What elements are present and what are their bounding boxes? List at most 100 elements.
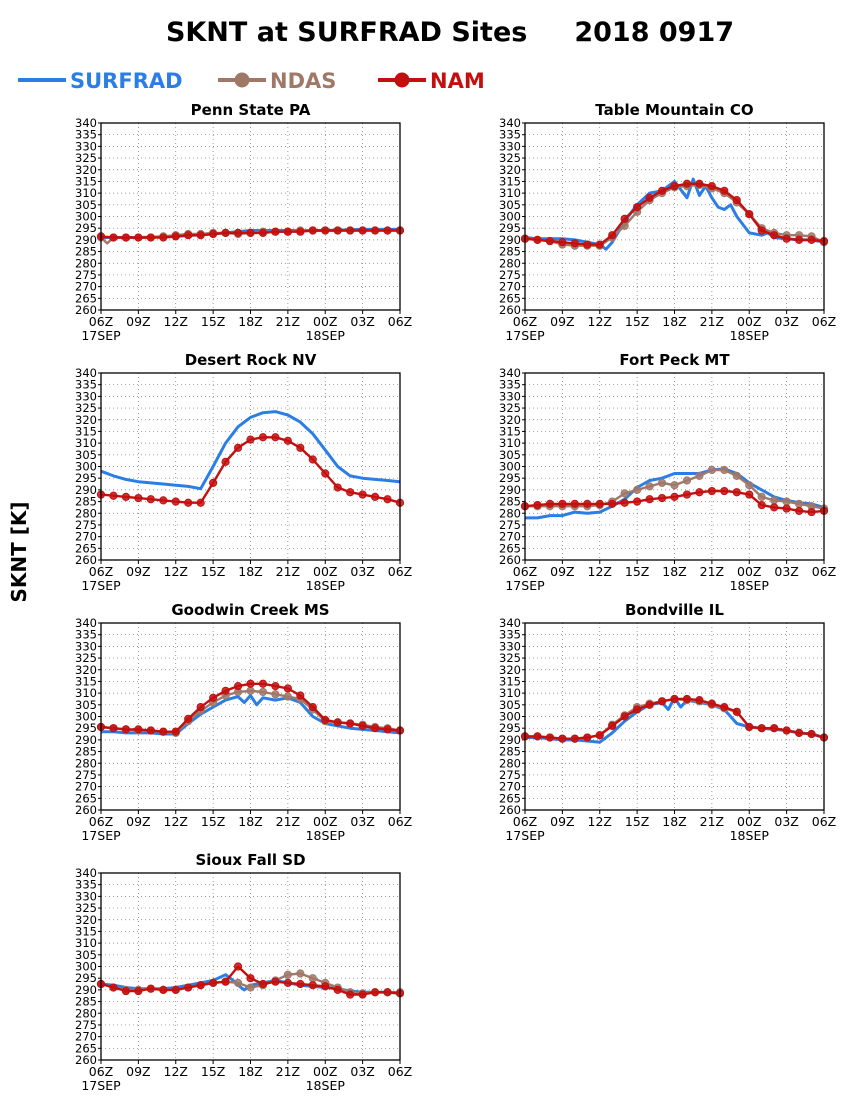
y-tick-label: 280 (499, 506, 521, 520)
data-point-ndas (258, 687, 268, 697)
data-point-nam (707, 182, 716, 191)
data-point-nam (159, 496, 168, 505)
x-tick-label: 09Z (126, 1064, 150, 1079)
y-tick-label: 300 (75, 710, 97, 724)
data-point-nam (782, 504, 791, 513)
data-point-nam (333, 985, 342, 994)
x-tick-label: 06Z (89, 564, 113, 579)
y-tick-label: 305 (75, 948, 97, 962)
data-point-nam (770, 503, 779, 512)
x-date-label: 18SEP (306, 578, 346, 593)
data-point-nam (794, 235, 804, 244)
y-tick-label: 265 (75, 791, 97, 805)
y-tick-label: 265 (499, 541, 521, 555)
data-point-nam (570, 239, 579, 248)
data-point-ndas (620, 489, 629, 498)
y-tick-label: 285 (75, 245, 97, 259)
data-point-nam (657, 186, 667, 195)
data-point-nam (321, 715, 330, 725)
data-point-ndas (682, 476, 692, 485)
x-date-label: 17SEP (505, 328, 545, 343)
data-point-nam (296, 443, 305, 452)
data-point-nam (109, 724, 118, 733)
panel-title: Bondville IL (625, 601, 724, 619)
data-point-nam (358, 226, 367, 235)
plot-frame (100, 372, 401, 561)
y-tick-label: 260 (499, 803, 521, 817)
data-point-nam (732, 196, 741, 205)
x-tick-label: 09Z (126, 314, 150, 329)
y-tick-label: 305 (499, 448, 521, 462)
y-tick-label: 335 (75, 628, 97, 642)
y-tick-label: 285 (75, 995, 97, 1009)
y-tick-label: 275 (75, 518, 97, 532)
y-tick-label: 320 (499, 413, 521, 427)
data-point-nam (246, 228, 255, 237)
y-tick-label: 330 (499, 389, 521, 403)
y-tick-label: 260 (499, 303, 521, 317)
y-tick-label: 325 (75, 901, 97, 915)
x-tick-label: 06Z (812, 814, 836, 829)
y-tick-label: 330 (75, 139, 97, 153)
x-tick-label: 12Z (164, 814, 188, 829)
panel-title: Desert Rock NV (185, 351, 317, 369)
data-point-nam (333, 483, 342, 492)
data-point-nam (283, 227, 292, 236)
data-point-nam (358, 490, 367, 499)
x-tick-label: 09Z (550, 814, 574, 829)
x-date-label: 18SEP (730, 328, 770, 343)
y-tick-label: 310 (75, 936, 97, 950)
data-point-ndas (670, 481, 679, 490)
series-line-surfrad (101, 694, 401, 736)
y-tick-label: 280 (75, 1006, 97, 1020)
data-point-nam (209, 229, 218, 239)
y-tick-label: 265 (499, 291, 521, 305)
data-point-nam (720, 486, 729, 496)
legend-marker-nam (394, 72, 410, 88)
x-tick-label: 18Z (662, 314, 686, 329)
plot-area (525, 373, 824, 560)
x-tick-label: 00Z (313, 564, 337, 579)
data-point-nam (358, 990, 367, 999)
y-tick-label: 290 (75, 733, 97, 747)
data-point-nam (296, 691, 305, 700)
y-tick-label: 270 (499, 780, 521, 794)
data-point-nam (121, 725, 131, 734)
plot-area (101, 623, 400, 810)
data-point-nam (283, 684, 292, 693)
plot-frame (100, 872, 401, 1061)
x-tick-label: 12Z (164, 314, 188, 329)
y-tick-label: 310 (75, 436, 97, 450)
data-point-ndas (695, 471, 704, 480)
y-tick-label: 265 (75, 541, 97, 555)
x-tick-label: 15Z (201, 314, 225, 329)
plot-frame (524, 122, 825, 311)
x-tick-label: 00Z (737, 814, 761, 829)
y-tick-label: 325 (75, 651, 97, 665)
data-point-nam (333, 718, 342, 727)
panel-6: 2602652702752802852902953003053103153203… (75, 851, 412, 1093)
y-tick-label: 335 (499, 378, 521, 392)
y-tick-label: 320 (499, 663, 521, 677)
y-tick-label: 320 (499, 163, 521, 177)
data-point-nam (794, 728, 804, 737)
y-tick-label: 265 (75, 1041, 97, 1055)
data-point-nam (184, 498, 193, 507)
y-tick-label: 295 (75, 971, 97, 985)
y-tick-label: 285 (75, 495, 97, 509)
data-point-nam (196, 231, 205, 240)
data-point-nam (308, 455, 317, 464)
x-date-label: 18SEP (306, 328, 346, 343)
y-tick-label: 330 (75, 389, 97, 403)
data-point-nam (308, 981, 317, 990)
data-point-ndas (745, 481, 754, 490)
data-point-nam (545, 499, 555, 508)
y-tick-label: 270 (75, 1030, 97, 1044)
x-tick-label: 18Z (662, 564, 686, 579)
data-point-nam (258, 679, 268, 688)
y-tick-label: 330 (75, 639, 97, 653)
panel-4: 2602652702752802852902953003053103153203… (75, 601, 412, 843)
data-point-nam (695, 488, 704, 497)
data-point-nam (620, 498, 629, 507)
x-tick-label: 00Z (737, 314, 761, 329)
